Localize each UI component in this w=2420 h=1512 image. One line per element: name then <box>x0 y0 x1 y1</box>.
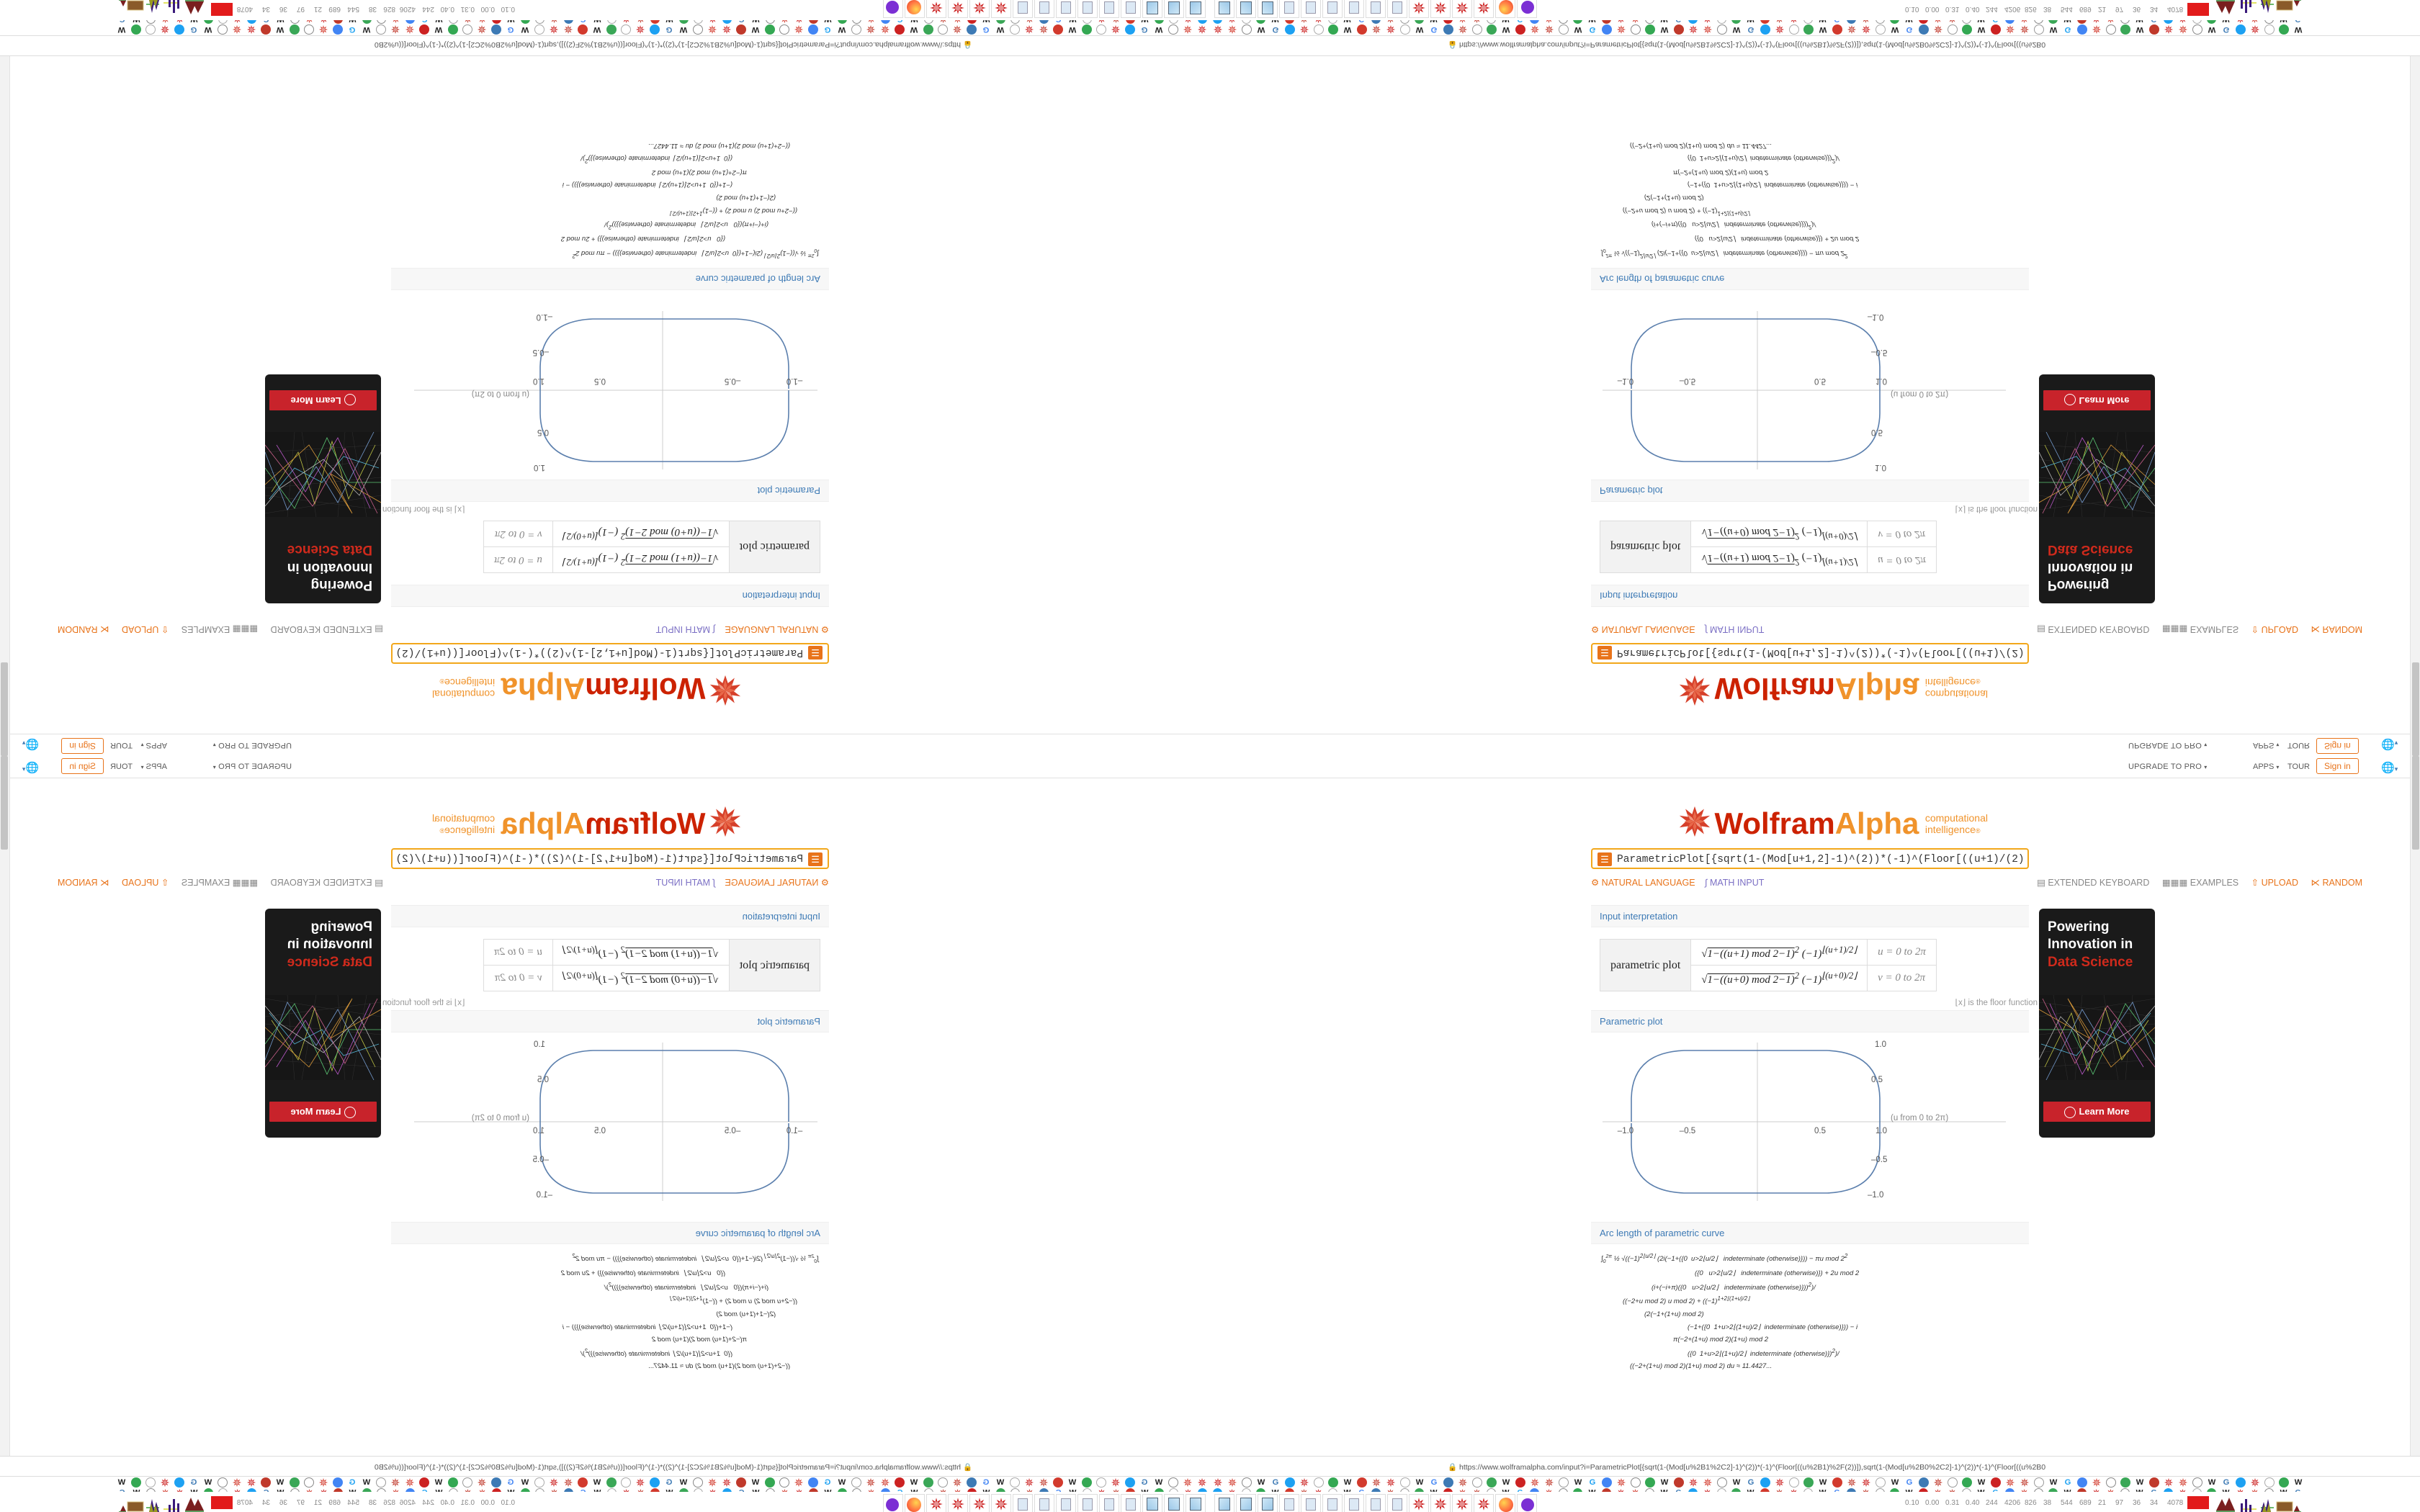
svg-text:0.5: 0.5 <box>1814 377 1826 385</box>
svg-text:–1.0: –1.0 <box>1618 1127 1634 1135</box>
svg-text:–0.5: –0.5 <box>1871 1156 1887 1164</box>
svg-text:–1.0: –1.0 <box>1868 1191 1883 1200</box>
svg-text:–1.0: –1.0 <box>537 1191 552 1200</box>
svg-text:(u from 0 to 2π): (u from 0 to 2π) <box>472 390 529 398</box>
svg-text:(u from 0 to 2π): (u from 0 to 2π) <box>1891 1114 1948 1122</box>
svg-text:–0.5: –0.5 <box>725 377 740 385</box>
svg-text:0.5: 0.5 <box>1814 1127 1826 1135</box>
svg-text:0.5: 0.5 <box>537 428 549 436</box>
svg-text:–0.5: –0.5 <box>725 1127 740 1135</box>
svg-text:1.0: 1.0 <box>1875 1040 1886 1049</box>
svg-text:(u from 0 to 2π): (u from 0 to 2π) <box>472 1114 529 1122</box>
svg-text:–1.0: –1.0 <box>537 312 552 321</box>
svg-text:1.0: 1.0 <box>533 1127 544 1135</box>
svg-text:–0.5: –0.5 <box>1680 377 1695 385</box>
svg-text:–0.5: –0.5 <box>1871 348 1887 356</box>
svg-text:–0.5: –0.5 <box>1680 1127 1695 1135</box>
svg-text:–0.5: –0.5 <box>533 1156 549 1164</box>
svg-text:1.0: 1.0 <box>533 377 544 385</box>
svg-text:–1.0: –1.0 <box>1618 377 1634 385</box>
svg-text:0.5: 0.5 <box>594 377 606 385</box>
svg-text:0.5: 0.5 <box>537 1076 549 1084</box>
svg-text:–1.0: –1.0 <box>786 1127 802 1135</box>
svg-text:1.0: 1.0 <box>1875 463 1886 472</box>
svg-text:1.0: 1.0 <box>1876 377 1887 385</box>
svg-text:0.5: 0.5 <box>594 1127 606 1135</box>
svg-text:–1.0: –1.0 <box>786 377 802 385</box>
svg-text:(u from 0 to 2π): (u from 0 to 2π) <box>1891 390 1948 398</box>
svg-text:0.5: 0.5 <box>1871 1076 1883 1084</box>
svg-text:–0.5: –0.5 <box>533 348 549 356</box>
svg-text:0.5: 0.5 <box>1871 428 1883 436</box>
svg-text:1.0: 1.0 <box>534 1040 545 1049</box>
svg-text:1.0: 1.0 <box>1876 1127 1887 1135</box>
svg-text:1.0: 1.0 <box>534 463 545 472</box>
svg-text:–1.0: –1.0 <box>1868 312 1883 321</box>
